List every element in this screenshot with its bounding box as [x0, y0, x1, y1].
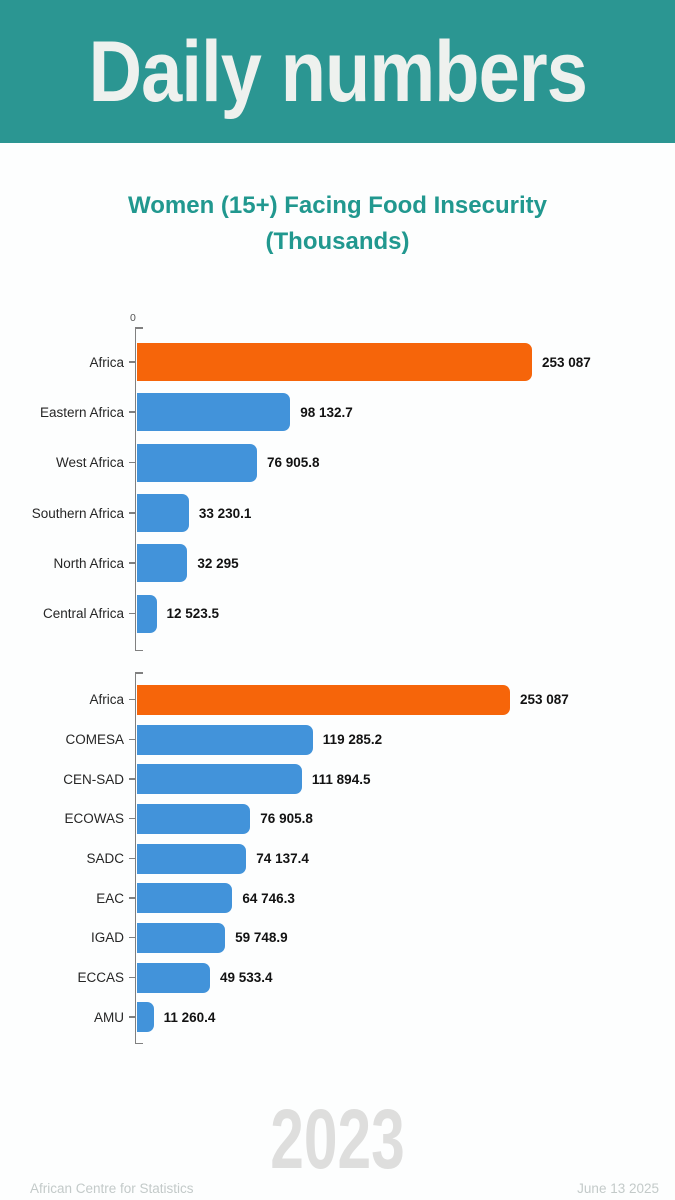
category-label: SADC — [86, 851, 124, 867]
bar-row: COMESA 119 285.2 — [0, 720, 675, 760]
bar — [137, 393, 291, 432]
axis-tick — [129, 817, 135, 820]
axis-tick — [129, 897, 135, 899]
category-label: CEN-SAD — [63, 771, 124, 787]
bar — [137, 883, 233, 914]
bar — [137, 962, 210, 993]
bar — [137, 803, 251, 834]
value-label: 33 230.1 — [198, 505, 252, 521]
chart-title: Women (15+) Facing Food Insecurity (Thou… — [128, 192, 547, 255]
bar-row: West Africa 76 905.8 — [0, 438, 675, 488]
bar — [137, 684, 510, 715]
value-label: 12 523.5 — [166, 606, 220, 622]
value-label: 64 746.3 — [242, 890, 295, 906]
chart-communities-rows: Africa 253 087 COMESA 119 285.2 CEN-SAD 111 8… — [0, 680, 675, 1037]
category-label: COMESA — [65, 732, 124, 748]
bar — [137, 443, 257, 482]
axis-tick — [129, 461, 135, 464]
bar-row: North Africa 32 295 — [0, 538, 675, 588]
bar — [137, 922, 226, 953]
axis-tick — [129, 512, 135, 514]
category-label: EAC — [96, 890, 124, 906]
bar — [137, 764, 302, 795]
value-label: 59 748.9 — [235, 930, 288, 946]
category-label: Central Africa — [42, 606, 124, 622]
axis-tick — [129, 857, 135, 860]
bar-row: IGAD 59 748.9 — [0, 918, 675, 958]
axis-tick — [129, 612, 135, 615]
footer-source: African Centre for Statistics — [30, 1181, 194, 1196]
axis-tick — [129, 411, 135, 413]
axis-tick — [129, 738, 135, 741]
value-label: 119 285.2 — [322, 732, 383, 748]
bar-row: Africa 253 087 — [0, 680, 675, 720]
bar — [137, 724, 313, 755]
bar — [137, 494, 189, 533]
axis-tick — [129, 698, 135, 701]
value-label: 98 132.7 — [300, 404, 353, 420]
axis-tick — [129, 936, 135, 939]
footer-date: June 13 2025 — [577, 1181, 659, 1196]
header-banner: Daily numbers — [0, 0, 675, 143]
category-label: Southern Africa — [31, 505, 124, 521]
axis-tick — [129, 1016, 135, 1018]
bar-row: Central Africa 12 523.5 — [0, 588, 675, 638]
axis-origin-label: 0 — [130, 312, 136, 324]
bar — [137, 544, 188, 583]
page-title: Daily numbers — [88, 23, 587, 120]
axis-tick — [129, 778, 135, 780]
category-label: West Africa — [55, 455, 124, 471]
category-label: ECOWAS — [64, 811, 124, 827]
bar-row: SADC 74 137.4 — [0, 839, 675, 879]
value-label: 111 894.5 — [311, 771, 371, 787]
bar-row: Southern Africa 33 230.1 — [0, 488, 675, 538]
value-label: 11 260.4 — [163, 1009, 216, 1025]
value-label: 76 905.8 — [267, 455, 320, 471]
category-axis-line — [135, 327, 143, 651]
bar — [137, 843, 247, 874]
bar-row: Eastern Africa 98 132.7 — [0, 387, 675, 437]
bar-row: CEN-SAD 111 894.5 — [0, 759, 675, 799]
category-label: ECCAS — [77, 970, 124, 986]
category-label: AMU — [94, 1009, 124, 1025]
category-label: Eastern Africa — [39, 404, 124, 420]
category-label: North Africa — [53, 555, 124, 571]
value-label: 74 137.4 — [256, 851, 309, 867]
bar-row: EAC 64 746.3 — [0, 878, 675, 918]
value-label: 253 087 — [520, 692, 569, 708]
category-axis-line — [135, 672, 143, 1044]
bar-row: ECOWAS 76 905.8 — [0, 799, 675, 839]
value-label: 32 295 — [197, 555, 239, 571]
value-label: 49 533.4 — [220, 970, 273, 986]
bar — [137, 1002, 154, 1033]
category-label: IGAD — [90, 930, 124, 946]
chart-regions: 0 Africa 253 087 Eastern Africa 98 132.7 Wes… — [0, 311, 675, 661]
axis-tick — [129, 976, 135, 979]
bar-row: AMU 11 260.4 — [0, 998, 675, 1038]
bar-row: Africa 253 087 — [0, 337, 675, 387]
chart-communities: Africa 253 087 COMESA 119 285.2 CEN-SAD 111 8… — [0, 664, 675, 1054]
value-label: 253 087 — [542, 354, 591, 370]
category-label: Africa — [89, 354, 124, 370]
chart-regions-rows: Africa 253 087 Eastern Africa 98 132.7 West … — [0, 337, 675, 639]
category-label: Africa — [89, 692, 124, 708]
axis-tick — [129, 361, 135, 363]
axis-tick — [129, 562, 135, 564]
bar-row: ECCAS 49 533.4 — [0, 958, 675, 998]
bar — [137, 594, 157, 633]
bar — [137, 343, 532, 382]
watermark-year: 2023 — [270, 1092, 405, 1186]
value-label: 76 905.8 — [260, 811, 313, 827]
